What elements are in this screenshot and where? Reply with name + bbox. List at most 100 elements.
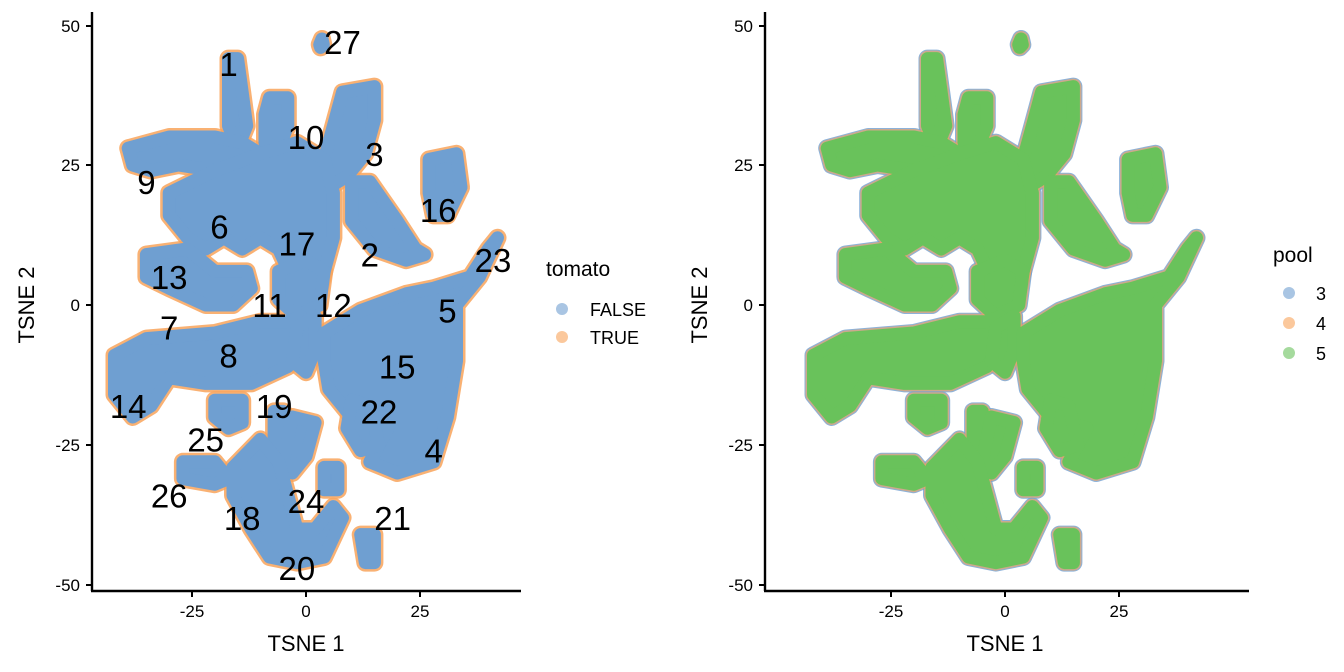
point-cluster (285, 309, 322, 379)
x-tick-label: 25 (411, 602, 430, 621)
point-cluster (1121, 147, 1167, 222)
cluster-label: 13 (151, 259, 188, 296)
cluster-label: 5 (438, 293, 456, 330)
right-scatter-points (804, 30, 1206, 572)
cluster-label: 11 (252, 287, 286, 324)
point-cluster (208, 393, 249, 435)
y-tick-label: -50 (728, 576, 753, 595)
x-tick-label: 0 (301, 602, 310, 621)
point-cluster (875, 455, 934, 491)
point-cluster (108, 309, 313, 424)
cluster-label: 3 (365, 136, 383, 173)
point-cluster (1016, 460, 1044, 497)
point-cluster (354, 528, 381, 570)
cluster-label: 17 (279, 225, 316, 262)
point-cluster (317, 460, 345, 497)
cluster-label: 7 (160, 309, 178, 346)
x-tick-label: -25 (180, 602, 205, 621)
y-tick-label: 25 (734, 156, 753, 175)
point-cluster (139, 242, 258, 312)
point-cluster (176, 455, 235, 491)
point-cluster (1053, 528, 1080, 570)
legend-label-5: 5 (1316, 344, 1326, 364)
right-x-ticks (890, 591, 1120, 597)
point-cluster (276, 410, 322, 480)
cluster-label: 21 (374, 500, 411, 537)
left-x-ticks (191, 591, 421, 597)
y-tick-label: -25 (55, 436, 80, 455)
cluster-label: 22 (361, 393, 398, 430)
cluster-label: 24 (288, 483, 325, 520)
x-axis-title: TSNE 1 (267, 631, 344, 656)
point-cluster (272, 253, 331, 323)
cluster-label: 8 (219, 337, 237, 374)
legend-label-false: FALSE (590, 300, 646, 320)
right-y-ticks (759, 25, 765, 586)
y-tick-label: -25 (728, 436, 753, 455)
y-tick-label: 50 (61, 17, 80, 36)
cluster-label: 18 (224, 500, 261, 537)
cluster-label: 26 (151, 477, 188, 514)
y-tick-label: -50 (55, 576, 80, 595)
legend-pool: pool 3 4 5 (1273, 244, 1326, 364)
point-cluster (971, 253, 1030, 323)
point-cluster (975, 410, 1021, 480)
legend-tomato: tomato FALSE TRUE (546, 258, 646, 348)
x-tick-label: 25 (1110, 602, 1129, 621)
left-y-ticks (86, 25, 92, 586)
point-cluster (340, 393, 386, 458)
legend-label-true: TRUE (590, 328, 639, 348)
legend-key-4 (1283, 317, 1295, 329)
x-tick-label: 0 (1000, 602, 1009, 621)
point-cluster (345, 175, 432, 267)
cluster-label: 20 (279, 550, 316, 587)
y-axis-title: TSNE 2 (687, 266, 712, 343)
legend-key-false (556, 303, 568, 315)
cluster-label: 19 (256, 388, 293, 425)
point-cluster (907, 393, 948, 435)
cluster-label: 25 (187, 421, 224, 458)
cluster-label: 27 (324, 24, 361, 61)
cluster-label: 6 (210, 209, 228, 246)
point-cluster (422, 147, 468, 222)
legend-title: tomato (546, 258, 610, 281)
cluster-label: 4 (425, 433, 443, 470)
legend-key-3 (1283, 287, 1295, 299)
cluster-label: 9 (137, 164, 155, 201)
cluster-label: 16 (420, 192, 457, 229)
point-cluster (838, 242, 957, 312)
right-panel: 50 25 0 -25 -50 -25 0 25 TSNE 1 TSNE 2 p… (687, 12, 1326, 656)
point-cluster (1039, 393, 1085, 458)
point-cluster (1012, 32, 1029, 54)
legend-label-4: 4 (1316, 314, 1326, 334)
left-scatter-points (105, 30, 507, 572)
point-cluster (313, 32, 330, 54)
legend-key-5 (1283, 347, 1295, 359)
x-tick-label: -25 (879, 602, 904, 621)
point-cluster (1044, 175, 1131, 267)
cluster-label: 23 (475, 242, 512, 279)
legend-key-true (556, 331, 568, 343)
y-axis-title: TSNE 2 (14, 266, 39, 343)
cluster-label: 10 (288, 119, 325, 156)
point-cluster (226, 432, 349, 570)
point-cluster (1016, 80, 1080, 194)
point-cluster (807, 309, 1012, 424)
point-cluster (925, 432, 1048, 570)
point-cluster (317, 80, 381, 194)
point-cluster (984, 309, 1021, 379)
y-tick-label: 25 (61, 156, 80, 175)
y-tick-label: 50 (734, 17, 753, 36)
cluster-label: 2 (361, 237, 379, 274)
cluster-label: 15 (379, 349, 416, 386)
cluster-label: 1 (219, 46, 237, 83)
cluster-label: 12 (315, 287, 352, 324)
y-tick-label: 0 (71, 296, 80, 315)
y-tick-label: 0 (744, 296, 753, 315)
x-axis-title: TSNE 1 (966, 631, 1043, 656)
cluster-label: 14 (110, 388, 147, 425)
legend-label-3: 3 (1316, 284, 1326, 304)
